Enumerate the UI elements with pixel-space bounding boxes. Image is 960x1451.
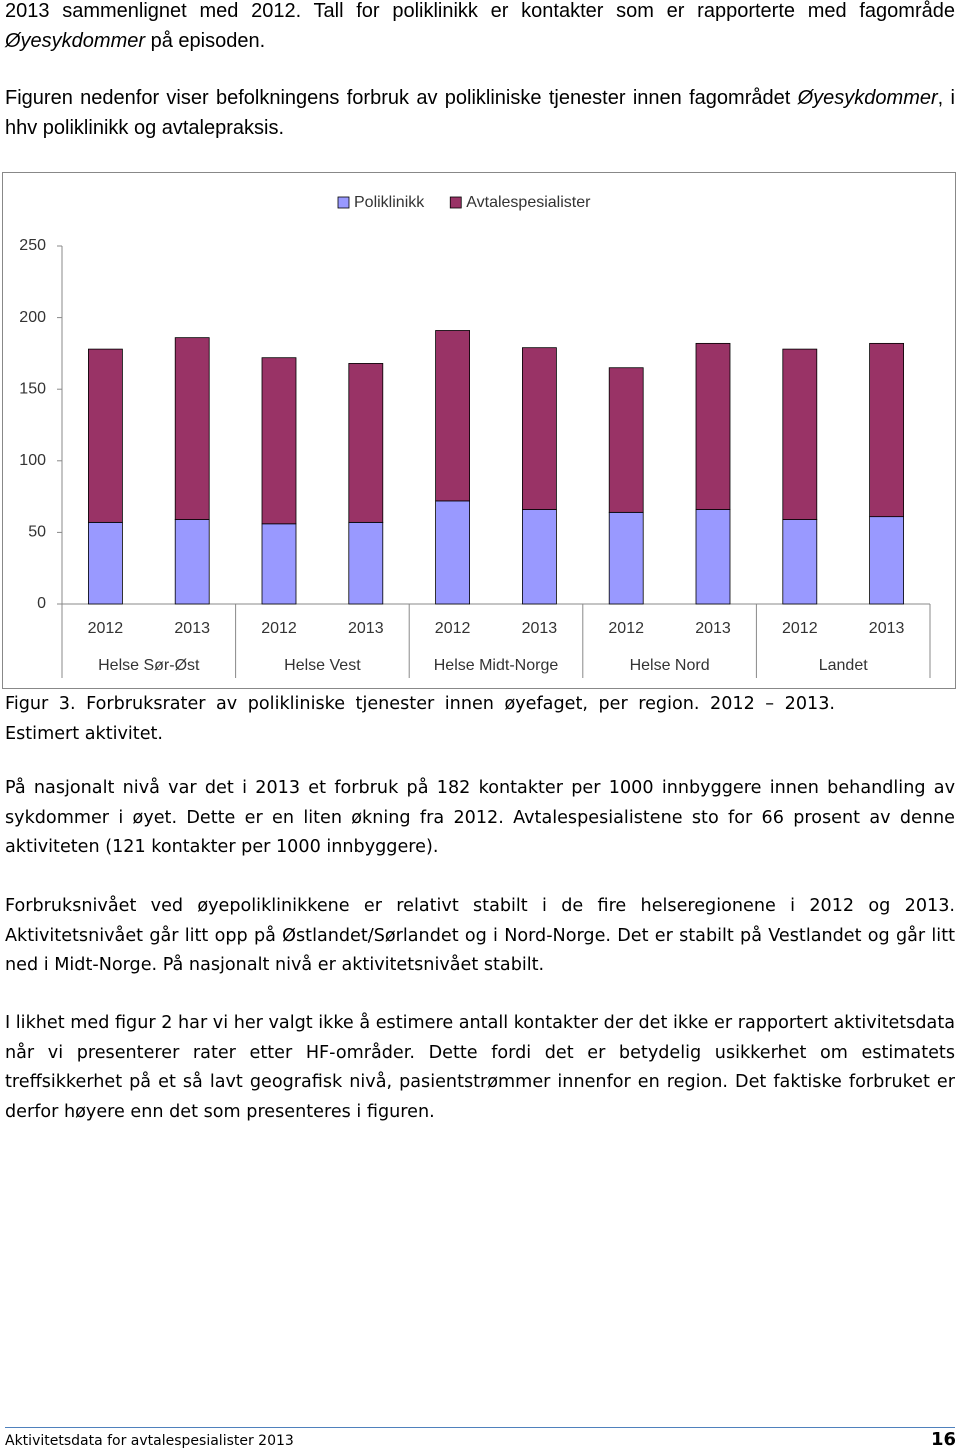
group-label: Helse Vest <box>284 657 361 674</box>
group-label: Helse Sør-Øst <box>98 657 200 674</box>
group-label: Helse Midt-Norge <box>434 657 559 674</box>
x-tick-label: 2012 <box>435 620 471 637</box>
page-number: 16 <box>930 1429 956 1450</box>
bar-segment <box>88 521 123 605</box>
x-tick-label: 2013 <box>174 620 210 637</box>
bar-segment <box>174 337 210 520</box>
x-tick-label: 2012 <box>608 620 644 637</box>
bar-segment <box>261 523 297 605</box>
legend-swatch <box>337 196 350 209</box>
footer-rule <box>5 1427 955 1428</box>
y-tick-label: 200 <box>19 309 46 326</box>
bar-segment <box>695 509 731 605</box>
bar-segment <box>608 367 644 513</box>
bar-segment <box>348 363 384 523</box>
paragraph: På nasjonalt nivå var det i 2013 et forb… <box>5 778 955 857</box>
bar-segment <box>695 342 731 510</box>
legend-label: Avtalespesialister <box>466 194 591 211</box>
bar-segment <box>435 330 471 502</box>
bar-segment <box>522 347 557 510</box>
chart: 0 50 100 150 200 250 2012 2013 2012 2013 2012 2013 2… <box>2 172 956 689</box>
x-tick-label: 2012 <box>782 620 818 637</box>
y-tick-label: 50 <box>28 524 46 541</box>
intro-paragraph: 2013 sammenlignet med 2012. Tall for pol… <box>5 0 955 56</box>
text-run: Figuren nedenfor viser befolkningens for… <box>5 87 798 109</box>
y-tick-label: 100 <box>19 452 46 469</box>
bar-segment <box>869 342 904 518</box>
bar-segment <box>88 348 123 523</box>
x-tick-label: 2013 <box>522 620 558 637</box>
bar-segment <box>261 357 297 525</box>
x-tick-label: 2012 <box>88 620 124 637</box>
legend-label: Poliklinikk <box>354 194 425 211</box>
group-label: Helse Nord <box>630 657 710 674</box>
bar-segment <box>522 509 557 605</box>
bar-segment <box>435 500 471 605</box>
bar-segment <box>174 519 210 605</box>
x-tick-label: 2013 <box>869 620 905 637</box>
text-run: på episoden. <box>145 29 266 52</box>
paragraph: Forbruksnivået ved øyepoliklinikkene er … <box>5 896 955 975</box>
x-tick-label: 2013 <box>348 620 384 637</box>
text-run: 2013 sammenlignet med 2012. Tall for pol… <box>5 0 955 22</box>
bar-segment <box>782 519 818 605</box>
x-tick-label: 2012 <box>261 620 297 637</box>
y-tick-label: 150 <box>19 380 46 397</box>
footer-title: Aktivitetsdata for avtalespesialister 20… <box>5 1433 294 1449</box>
caption: Figur 3. Forbruksrater av polikliniske t… <box>5 694 835 744</box>
text-run: Øyesykdommer <box>797 87 938 109</box>
bar-segment <box>608 511 644 605</box>
legend-swatch <box>449 196 462 209</box>
text-run: Øyesykdommer <box>5 29 146 52</box>
intro-paragraph: Figuren nedenfor viser befolkningens for… <box>5 84 955 143</box>
x-tick-label: 2013 <box>695 620 731 637</box>
bar-segment <box>348 521 384 605</box>
y-tick-label: 250 <box>19 237 46 254</box>
group-label: Landet <box>819 657 868 674</box>
y-tick-label: 0 <box>37 595 46 612</box>
paragraph: I likhet med figur 2 har vi her valgt ik… <box>5 1013 955 1122</box>
text-run: , i hhv poliklinikk og avtalepraksis. <box>5 87 955 139</box>
bar-segment <box>869 516 904 605</box>
bar-segment <box>782 348 818 520</box>
